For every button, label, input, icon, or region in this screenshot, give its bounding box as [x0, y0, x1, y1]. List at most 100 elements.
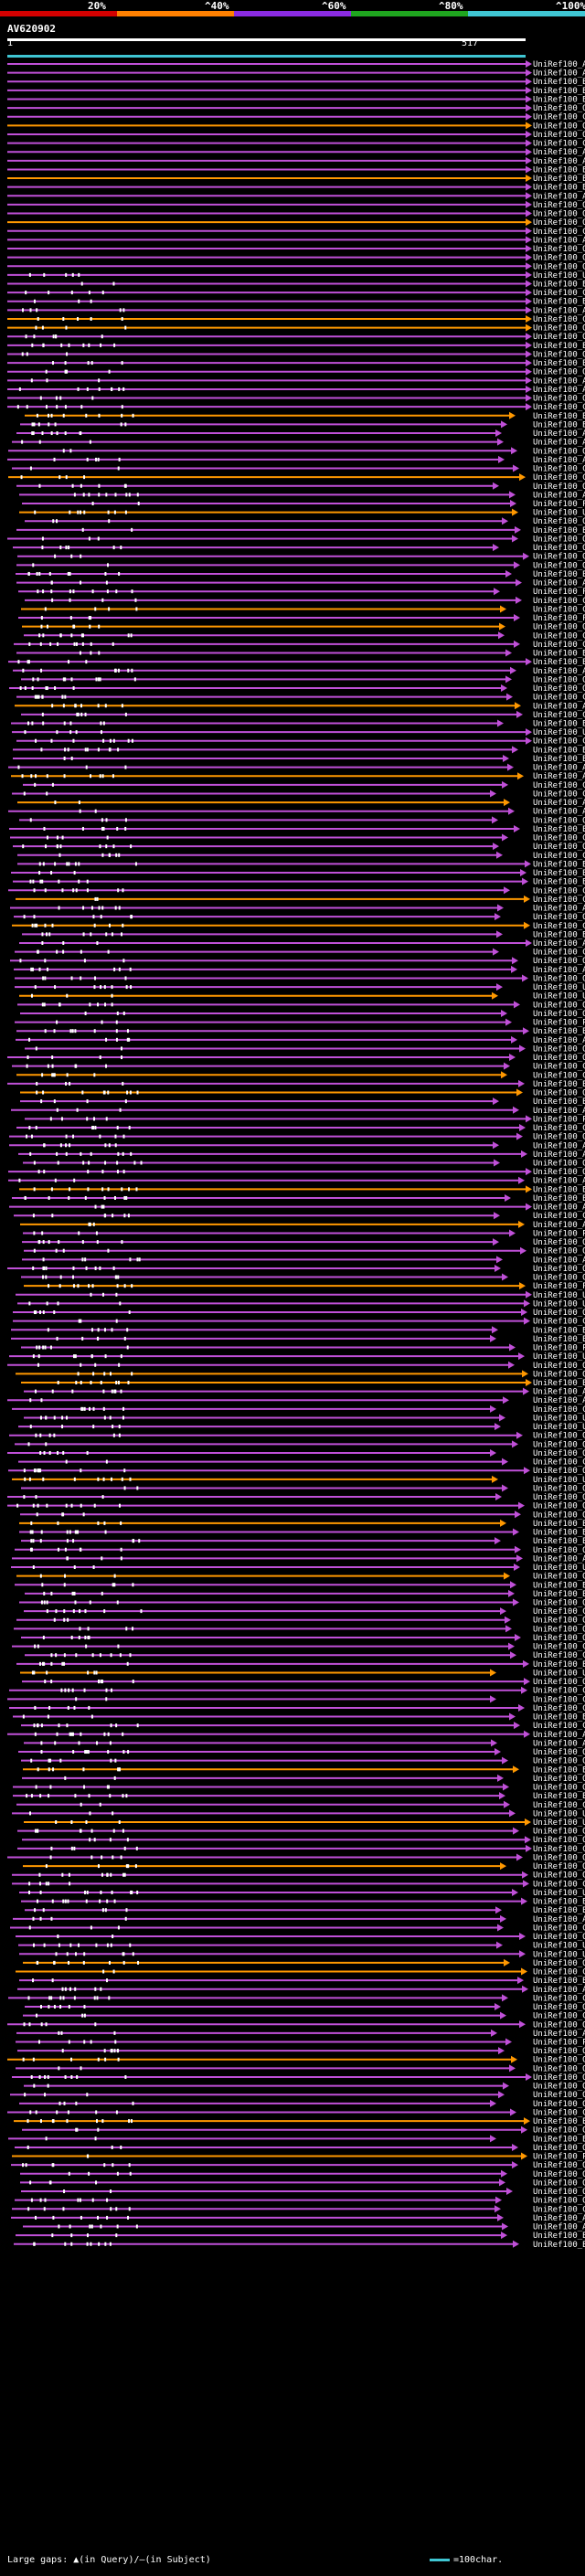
gap-marker	[62, 1450, 65, 1455]
gap-marker	[115, 1037, 118, 1042]
gap-marker	[41, 1002, 44, 1007]
gap-marker	[91, 2198, 94, 2202]
gap-marker	[48, 1195, 50, 1200]
gap-marker	[83, 475, 86, 480]
hit-accession: UniRef100_Q1KS89	[533, 104, 585, 113]
gap-marker	[104, 1143, 107, 1148]
hit-accession: UniRef100_B9SE19	[533, 1529, 585, 1538]
gap-marker	[63, 1609, 66, 1614]
gap-marker	[121, 1055, 123, 1060]
gap-marker	[51, 361, 54, 366]
gap-marker	[125, 493, 128, 497]
gap-marker	[129, 1653, 132, 1658]
hit-arrow	[510, 2108, 516, 2116]
gap-marker	[101, 1292, 104, 1297]
gap-marker	[81, 1406, 84, 1411]
gap-marker	[118, 571, 121, 576]
gap-marker	[104, 1530, 107, 1534]
gap-marker	[50, 1653, 53, 1658]
gap-marker	[97, 2057, 100, 2062]
gap-marker	[29, 466, 32, 471]
gap-marker	[98, 624, 101, 629]
gap-marker	[48, 1996, 51, 2000]
hit-accession: UniRef100_C5WTT2	[533, 289, 585, 298]
gap-marker	[63, 1661, 66, 1666]
gap-marker	[37, 694, 39, 699]
gap-marker	[42, 343, 45, 347]
gap-marker	[37, 1170, 40, 1174]
gap-marker	[70, 756, 73, 760]
gap-marker	[120, 1855, 122, 1860]
gap-marker	[76, 712, 79, 716]
gap-marker	[64, 361, 67, 366]
hit-accession: UniRef100_Q4HQ80	[533, 1044, 585, 1054]
hit-accession: UniRef100_C5TMH6	[533, 1643, 585, 1652]
hit-arrow	[505, 649, 512, 657]
gap-marker	[116, 2224, 119, 2229]
gap-marker	[36, 923, 38, 928]
gap-marker	[38, 2074, 41, 2079]
gap-marker	[118, 457, 121, 461]
hit-arrow	[523, 1659, 529, 1668]
gap-marker	[59, 1758, 62, 1763]
gap-marker	[43, 2207, 46, 2211]
gap-marker	[58, 1943, 60, 1947]
gap-marker	[44, 959, 47, 963]
hit-accession: UniRef100_Q6AEJ5	[533, 1010, 585, 1019]
hit-accession: UniRef100_Q8HNS2	[533, 2083, 585, 2092]
hit-arrow	[490, 1405, 496, 1413]
gap-marker	[114, 1134, 117, 1139]
hit-arrow	[514, 824, 520, 832]
gap-marker	[63, 756, 66, 760]
hit-arrow	[493, 948, 499, 956]
gap-marker	[105, 932, 108, 937]
gap-marker	[122, 1732, 124, 1736]
scale-segment	[468, 11, 585, 16]
gap-marker	[56, 519, 58, 524]
gap-marker	[58, 475, 61, 480]
gap-marker	[90, 641, 92, 646]
gap-marker	[75, 2101, 78, 2105]
hit-accession: UniRef100_B7FKJ5	[533, 860, 585, 869]
hit-accession: UniRef100_Q4A645	[533, 2091, 585, 2100]
hit-accession: UniRef100_B9GEP3	[533, 1898, 585, 1907]
hit-arrow	[512, 535, 518, 543]
gap-marker	[79, 431, 81, 436]
gap-marker	[117, 668, 120, 673]
gap-marker	[32, 563, 35, 567]
gap-marker	[75, 1653, 78, 1658]
hit-arrow	[526, 658, 532, 666]
gap-marker	[92, 1372, 95, 1376]
gap-marker	[69, 589, 71, 594]
gap-marker	[53, 1960, 56, 1965]
hit-arrow	[493, 1238, 499, 1246]
hit-accession: UniRef100_UP1000...	[533, 1809, 585, 1818]
hit-accession: UniRef100_A0CPS6	[533, 1388, 585, 1397]
hit-accession: UniRef100_Q5S9D6	[533, 1440, 585, 1449]
gap-marker	[75, 1381, 78, 1384]
hit-arrow	[513, 1827, 519, 1835]
gap-marker	[107, 1187, 110, 1192]
hit-accession: UniRef100_P46274	[533, 614, 585, 623]
gap-marker	[46, 774, 48, 779]
gap-marker	[40, 1750, 43, 1754]
gap-marker	[111, 1389, 113, 1394]
gap-marker	[113, 1776, 116, 1780]
gap-marker	[88, 493, 90, 497]
gap-marker	[48, 2005, 50, 2009]
gap-marker	[27, 1055, 29, 1060]
gap-marker	[43, 1002, 46, 1007]
hit-arrow	[505, 1018, 512, 1026]
gap-marker	[118, 853, 121, 857]
gap-marker	[44, 2074, 47, 2079]
gap-marker	[100, 985, 102, 990]
gap-marker	[66, 1530, 69, 1534]
gap-marker	[103, 1415, 106, 1420]
gap-marker	[102, 1406, 105, 1411]
hit-arrow	[526, 270, 532, 279]
hit-arrow	[509, 1343, 516, 1352]
hit-arrow	[526, 165, 532, 174]
gap-marker	[52, 2215, 55, 2220]
gap-marker	[48, 291, 50, 295]
gap-marker	[70, 2242, 73, 2246]
